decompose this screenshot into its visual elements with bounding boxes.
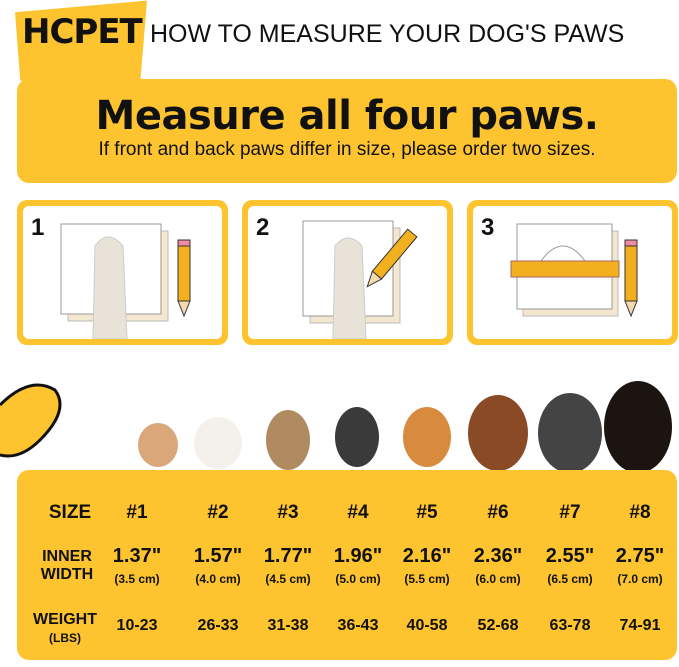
- size-4-size: #4: [347, 502, 369, 523]
- decorative-swoosh: [0, 383, 62, 458]
- dog-husky: [538, 393, 602, 473]
- size-5-size: #5: [416, 502, 438, 523]
- size-2-inch: 1.57": [193, 545, 243, 567]
- label-line: WIDTH: [40, 566, 94, 583]
- size-4-weight: 36-43: [337, 617, 379, 634]
- size-1-cm: (3.5 cm): [114, 572, 160, 586]
- dog-aussie: [468, 395, 528, 471]
- step-3: 3: [467, 200, 678, 345]
- size-chart: SIZE INNER WIDTH WEIGHT (LBS) #1 1.37" (3.5 …: [17, 470, 677, 660]
- size-8-size: #8: [629, 502, 651, 523]
- size-6-cm: (6.0 cm): [475, 572, 521, 586]
- logo: HCPET: [22, 12, 143, 52]
- size-3-cm: (4.5 cm): [265, 572, 311, 586]
- subtext: If front and back paws differ in size, p…: [98, 139, 596, 160]
- step-2: 2: [242, 200, 453, 345]
- size-7-cm: (6.5 cm): [547, 572, 593, 586]
- banner: Measure all four paws. If front and back…: [17, 79, 677, 183]
- ruler-measure-illustration: [510, 223, 638, 318]
- label-line: INNER: [42, 548, 92, 565]
- dog-chihuahua: [138, 423, 178, 467]
- size-3-size: #3: [277, 502, 299, 523]
- size-4-inch: 1.96": [333, 545, 383, 567]
- headline: Measure all four paws.: [95, 93, 599, 139]
- size-label: SIZE: [48, 502, 92, 523]
- weight-label: WEIGHT (LBS): [33, 611, 97, 647]
- dog-rottweiler: [604, 381, 672, 473]
- size-6-size: #6: [487, 502, 509, 523]
- dog-shiba: [403, 407, 451, 467]
- size-8-inch: 2.75": [615, 545, 665, 567]
- dog-breeds-row: [0, 381, 672, 473]
- size-8-weight: 74-91: [619, 617, 661, 634]
- size-5-cm: (5.5 cm): [404, 572, 450, 586]
- size-2-size: #2: [207, 502, 229, 523]
- size-6-weight: 52-68: [477, 617, 519, 634]
- size-5-inch: 2.16": [402, 545, 452, 567]
- size-7-weight: 63-78: [549, 617, 591, 634]
- size-8-cm: (7.0 cm): [617, 572, 663, 586]
- size-4-cm: (5.0 cm): [335, 572, 381, 586]
- label-line: WEIGHT: [33, 611, 97, 628]
- size-7-inch: 2.55": [545, 545, 595, 567]
- size-2-cm: (4.0 cm): [195, 572, 241, 586]
- dog-bichon: [194, 417, 242, 469]
- inner-width-label: INNER WIDTH: [41, 548, 93, 584]
- size-1-inch: 1.37": [112, 545, 162, 567]
- size-5-weight: 40-58: [406, 617, 448, 634]
- size-1-size: #1: [126, 502, 148, 523]
- paw-on-paper-illustration: [60, 223, 191, 340]
- step-1: 1: [17, 200, 228, 345]
- size-3-weight: 31-38: [267, 617, 309, 634]
- size-1-weight: 10-23: [116, 617, 158, 634]
- label-line: (LBS): [49, 631, 81, 645]
- size-2-weight: 26-33: [197, 617, 239, 634]
- size-7-size: #7: [559, 502, 581, 523]
- step-number: 2: [256, 214, 270, 241]
- size-3-inch: 1.77": [263, 545, 313, 567]
- step-number: 1: [31, 214, 45, 241]
- page-title: HOW TO MEASURE YOUR DOG'S PAWS: [150, 20, 625, 48]
- size-6-inch: 2.36": [473, 545, 523, 567]
- trace-paw-illustration: [302, 220, 418, 340]
- dog-schnauzer: [335, 407, 379, 467]
- step-number: 3: [481, 214, 495, 241]
- dog-yorkie: [266, 410, 310, 470]
